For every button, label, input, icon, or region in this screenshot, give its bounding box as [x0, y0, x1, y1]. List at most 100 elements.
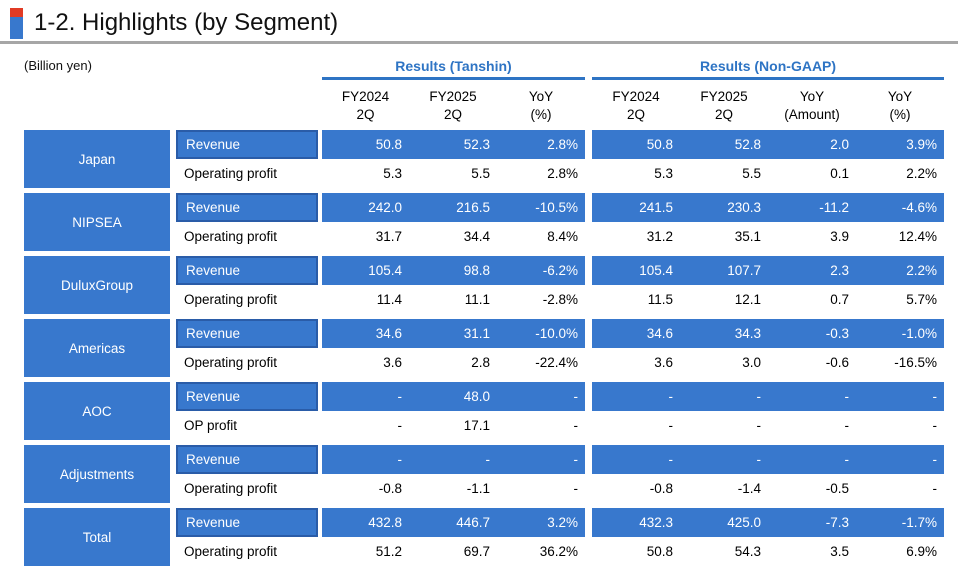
column-header-line: FY2025 — [700, 89, 748, 104]
value-cell: 31.7 — [322, 222, 409, 251]
column-header-line: FY2024 — [341, 89, 390, 104]
row-label: Revenue — [176, 193, 318, 222]
row-label: Revenue — [176, 256, 318, 285]
title-accent-bar-icon — [10, 7, 23, 39]
value-cell: 216.5 — [409, 193, 497, 222]
value-cell: 34.6 — [322, 319, 409, 348]
row-label: Revenue — [176, 445, 318, 474]
value-cell: 11.4 — [322, 285, 409, 314]
value-cell: -0.3 — [768, 319, 856, 348]
column-header-line: YoY — [799, 89, 825, 104]
value-cell: 5.5 — [409, 159, 497, 188]
value-cell: - — [680, 411, 768, 440]
value-cell: 3.9% — [856, 130, 944, 159]
value-cell: 3.6 — [322, 348, 409, 377]
value-cell: 105.4 — [592, 256, 680, 285]
value-cell: 11.1 — [409, 285, 497, 314]
row-label: Operating profit — [176, 222, 318, 251]
value-cell: - — [856, 474, 944, 503]
row-label: Revenue — [176, 319, 318, 348]
column-header-line: FY2024 — [612, 89, 660, 104]
value-cell: - — [322, 445, 409, 474]
column-header-line: YoY — [887, 89, 913, 104]
value-cell: 230.3 — [680, 193, 768, 222]
value-cell: -0.8 — [592, 474, 680, 503]
value-cell: 52.8 — [680, 130, 768, 159]
segment-block: Adjustments Revenue - - - - - - - Operating profi… — [24, 445, 958, 503]
value-cell: - — [768, 382, 856, 411]
value-cell: - — [856, 411, 944, 440]
value-cell: 98.8 — [409, 256, 497, 285]
value-cell: 34.6 — [592, 319, 680, 348]
column-header-line: (Amount) — [784, 107, 840, 122]
row-label: Revenue — [176, 382, 318, 411]
column-header-tanshin-yoy-pct: YoY (%) — [497, 80, 585, 129]
value-cell: - — [680, 382, 768, 411]
value-cell: 50.8 — [322, 130, 409, 159]
value-cell: 0.1 — [768, 159, 856, 188]
value-cell: 12.1 — [680, 285, 768, 314]
value-cell: 3.5 — [768, 537, 856, 566]
value-cell: -10.0% — [497, 319, 585, 348]
segment-block: DuluxGroup Revenue 105.4 98.8 -6.2% 105.4 107.… — [24, 256, 958, 314]
value-cell: 2.8% — [497, 159, 585, 188]
row-label: Revenue — [176, 508, 318, 537]
value-cell: - — [856, 445, 944, 474]
value-cell: - — [497, 474, 585, 503]
page-title: 1-2. Highlights (by Segment) — [34, 9, 339, 36]
value-cell: - — [497, 382, 585, 411]
value-cell: 11.5 — [592, 285, 680, 314]
value-cell: 50.8 — [592, 537, 680, 566]
value-cell: 5.3 — [592, 159, 680, 188]
value-cell: - — [322, 411, 409, 440]
segment-name: Americas — [24, 319, 170, 377]
value-cell: 52.3 — [409, 130, 497, 159]
row-label: Operating profit — [176, 285, 318, 314]
value-cell: 446.7 — [409, 508, 497, 537]
value-cell: 5.7% — [856, 285, 944, 314]
value-cell: -1.7% — [856, 508, 944, 537]
value-cell: 3.2% — [497, 508, 585, 537]
title-divider — [0, 41, 958, 44]
value-cell: 242.0 — [322, 193, 409, 222]
value-cell: 5.3 — [322, 159, 409, 188]
value-cell: 425.0 — [680, 508, 768, 537]
column-header-line: (%) — [530, 107, 552, 122]
value-cell: - — [322, 382, 409, 411]
value-cell: 48.0 — [409, 382, 497, 411]
value-cell: -10.5% — [497, 193, 585, 222]
row-label: Operating profit — [176, 474, 318, 503]
row-label: Operating profit — [176, 537, 318, 566]
value-cell: 432.8 — [322, 508, 409, 537]
segments-table: (Billion yen) Results (Tanshin) Results … — [0, 56, 958, 570]
value-cell: 3.0 — [680, 348, 768, 377]
value-cell: -16.5% — [856, 348, 944, 377]
value-cell: 34.3 — [680, 319, 768, 348]
segment-block: NIPSEA Revenue 242.0 216.5 -10.5% 241.5 230.3-… — [24, 193, 958, 251]
row-label: Operating profit — [176, 159, 318, 188]
row-label: Operating profit — [176, 348, 318, 377]
column-header-nongaap-fy2024: FY2024 2Q — [592, 80, 680, 129]
table-body: Japan Revenue 50.8 52.3 2.8% 50.8 52.8 2.0 3.9% O… — [24, 130, 958, 566]
value-cell: - — [592, 445, 680, 474]
value-cell: -11.2 — [768, 193, 856, 222]
column-header-nongaap-yoy-amount: YoY (Amount) — [768, 80, 856, 129]
value-cell: - — [680, 445, 768, 474]
value-cell: 241.5 — [592, 193, 680, 222]
value-cell: 2.8 — [409, 348, 497, 377]
row-label: OP profit — [176, 411, 318, 440]
value-cell: 2.2% — [856, 256, 944, 285]
value-cell: -22.4% — [497, 348, 585, 377]
value-cell: 2.2% — [856, 159, 944, 188]
value-cell: 2.0 — [768, 130, 856, 159]
value-cell: - — [592, 411, 680, 440]
value-cell: -1.4 — [680, 474, 768, 503]
value-cell: 3.6 — [592, 348, 680, 377]
value-cell: 50.8 — [592, 130, 680, 159]
value-cell: -2.8% — [497, 285, 585, 314]
segment-block: Japan Revenue 50.8 52.3 2.8% 50.8 52.8 2.0 3.9% O… — [24, 130, 958, 188]
column-header-line: (%) — [889, 107, 911, 122]
value-cell: - — [768, 445, 856, 474]
value-cell: 31.2 — [592, 222, 680, 251]
value-cell: -0.6 — [768, 348, 856, 377]
